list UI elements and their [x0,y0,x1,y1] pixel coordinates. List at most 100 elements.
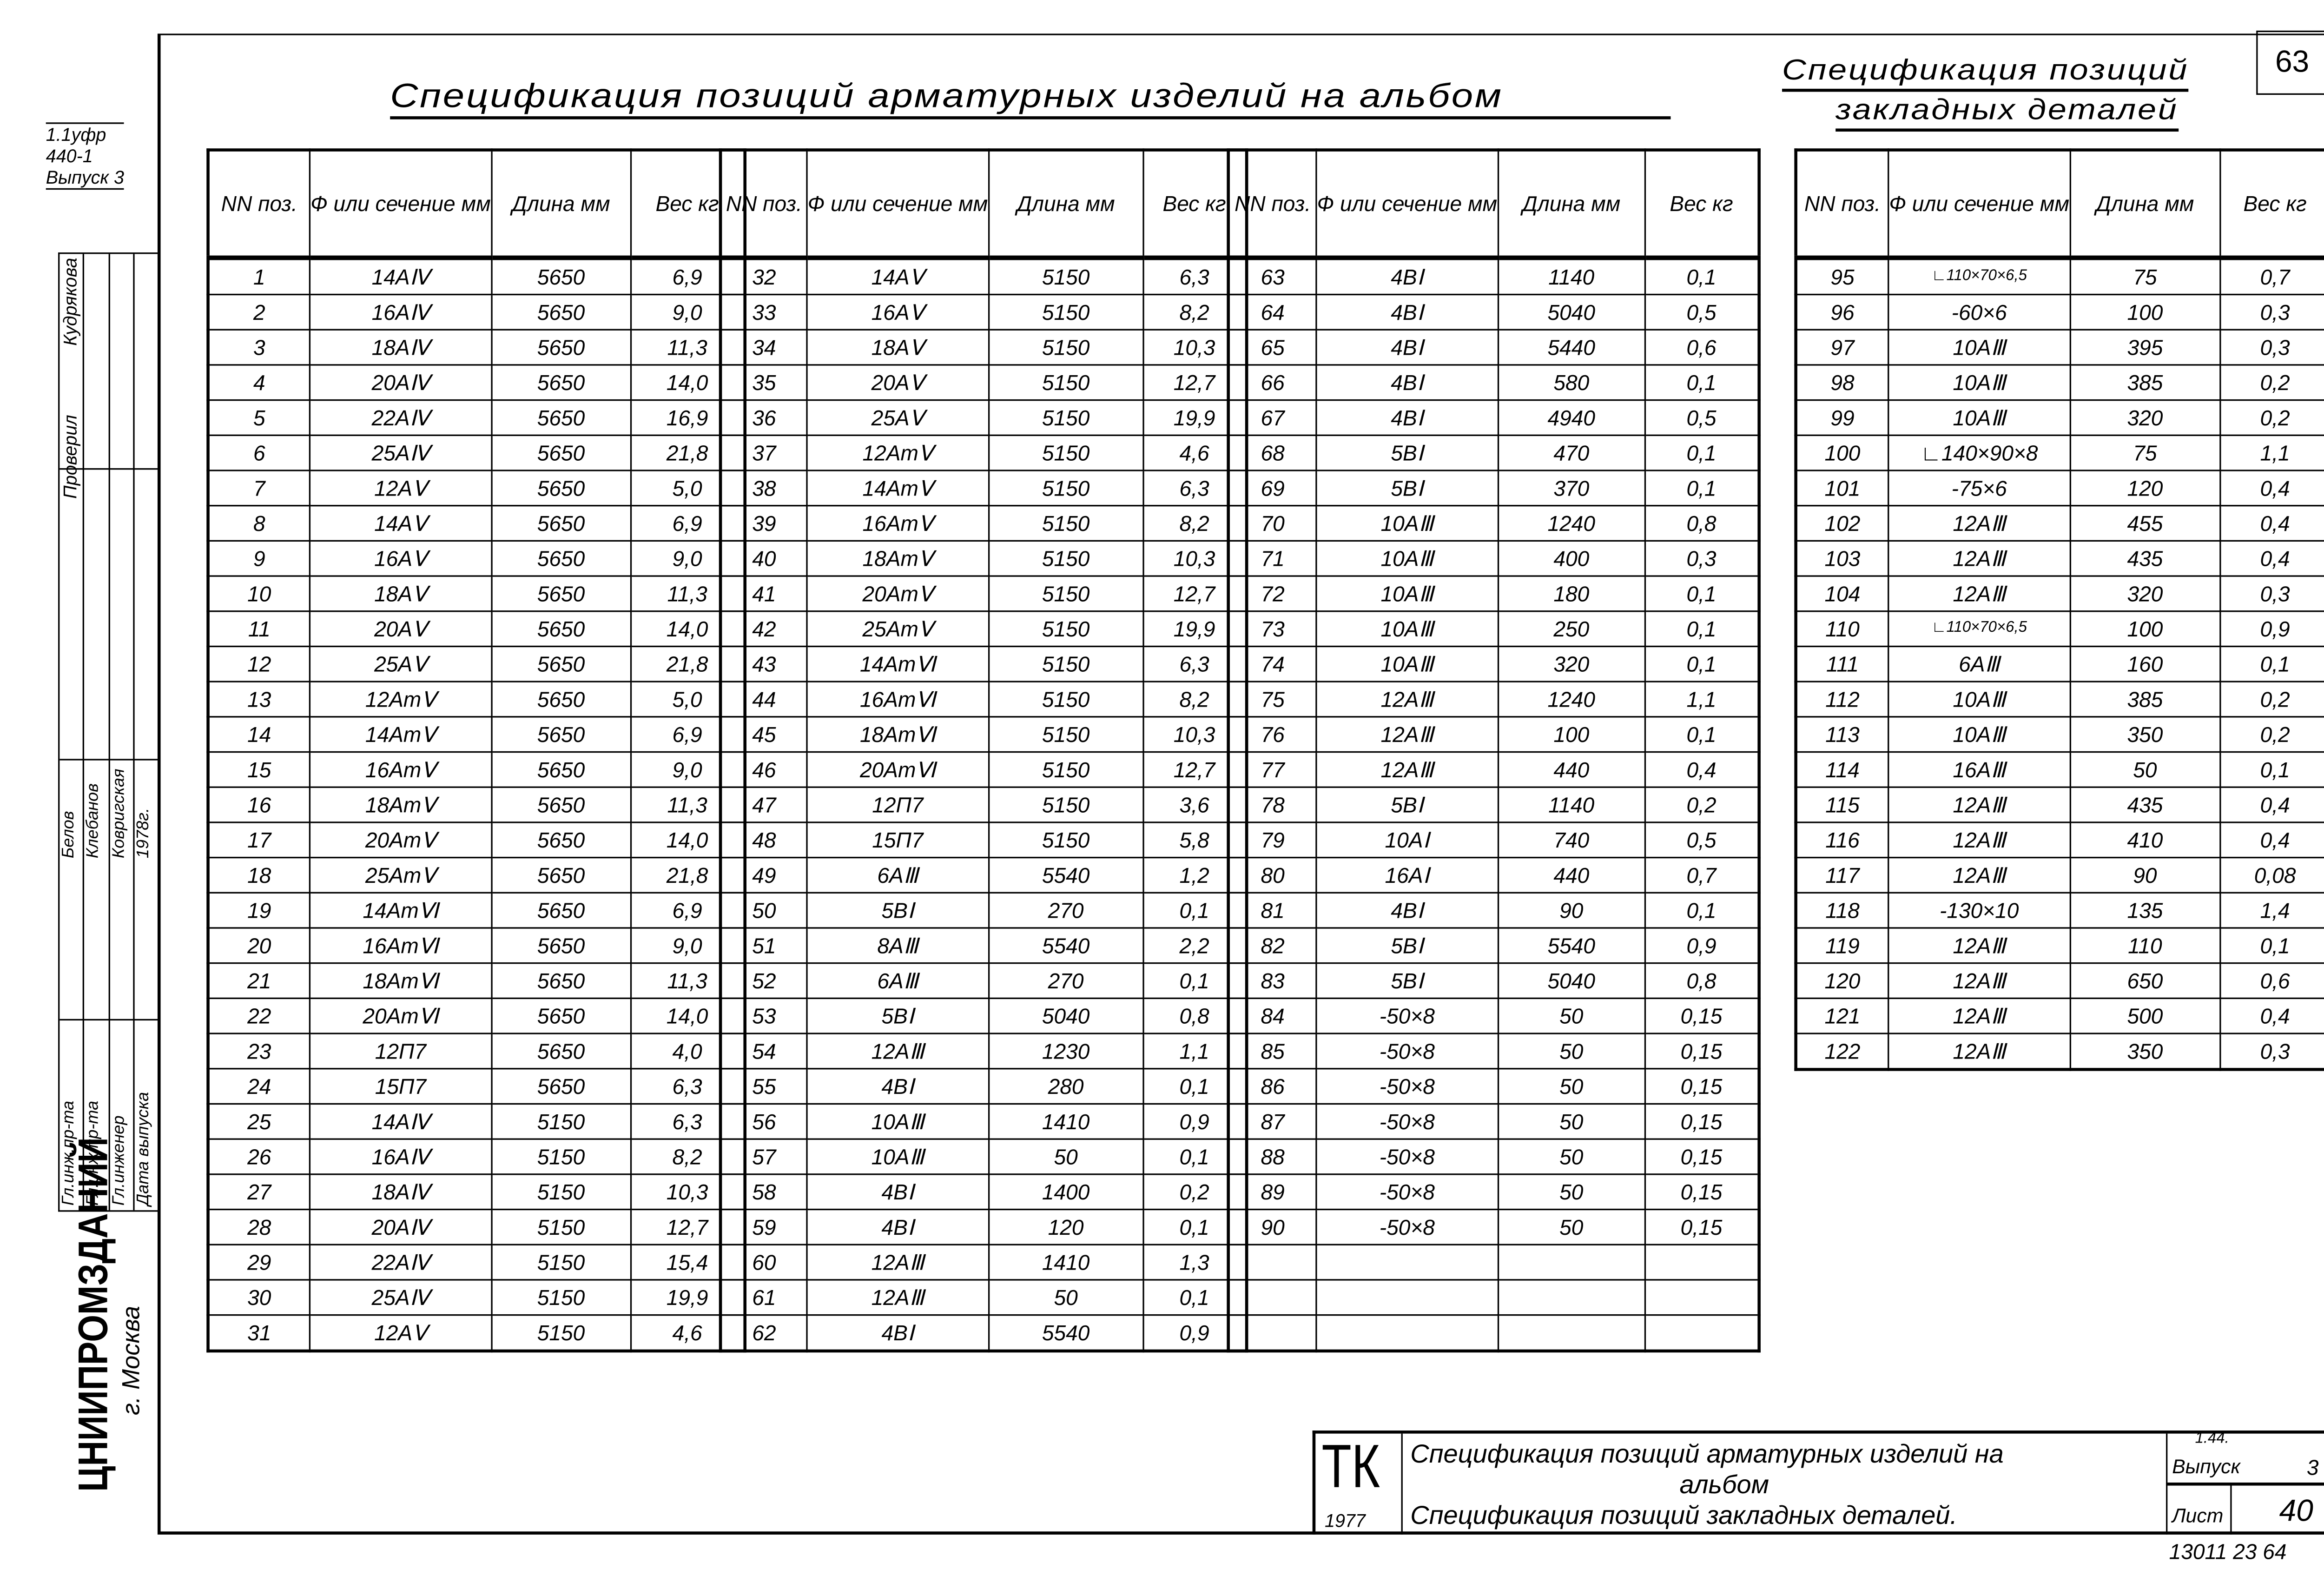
position-number-cell: 61 [720,1279,808,1316]
position-number-cell: 22 [207,997,311,1034]
table-row: 83 5ВⅠ 5040 0,8 [1228,962,1760,1000]
weight-cell: 0,15 [1644,1103,1760,1140]
section-cell: 12АⅢ [1888,856,2071,894]
section-cell: 18АтⅤ [806,540,990,577]
position-number-cell: 66 [1228,364,1317,401]
length-cell: 100 [2069,293,2221,331]
position-number-cell: 104 [1795,575,1889,612]
length-cell: 5040 [1497,962,1646,1000]
length-cell: 5040 [1497,293,1646,331]
weight-cell: 0,4 [2219,786,2324,823]
position-number-cell: 83 [1228,962,1317,1000]
section-cell: 4ВⅠ [1315,329,1499,366]
position-number-cell: 11 [207,610,311,648]
position-number-cell: 8 [207,505,311,542]
table-row: 90 -50×8 50 0,15 [1228,1208,1760,1245]
column-header: NN поз. [1795,149,1889,260]
table-row: 115 12АⅢ 435 0,4 [1795,786,2324,823]
length-cell: 320 [2069,399,2221,436]
section-cell: 25АтⅤ [309,856,492,894]
section-cell: 20АтⅤ [309,821,492,859]
side-title-line1: Спецификация позиций [1782,55,2189,92]
section-cell: 16АⅤ [806,293,990,331]
weight-cell [1644,1314,1760,1352]
section-cell: 10АⅢ [1888,681,2071,718]
position-number-cell: 13 [207,681,311,718]
table-row: 42 25АтⅤ 5150 19,9 [720,610,1248,648]
table-row: 64 4ВⅠ 5040 0,5 [1228,293,1760,331]
column-header: Вес кг [2219,149,2324,260]
length-cell: 5650 [490,540,632,577]
name-2: Клебанов [84,783,103,859]
position-number-cell: 38 [720,470,808,507]
length-cell: 180 [1497,575,1646,612]
weight-cell: 1,1 [1644,681,1760,718]
position-number-cell: 55 [720,1068,808,1105]
weight-cell: 0,3 [2219,329,2324,366]
section-cell: 12АⅢ [1888,786,2071,823]
table-row: 101 -75×6 120 0,4 [1795,470,2324,507]
length-cell: 435 [2069,540,2221,577]
position-number-cell: 23 [207,1033,311,1070]
table-row: 6 25АⅣ 5650 21,8 [207,434,746,471]
section-cell: 16АтⅥ [309,927,492,964]
weight-cell: 0,4 [1644,751,1760,788]
table-row: 2 16АⅣ 5650 9,0 [207,293,746,331]
weight-cell: 0,8 [1644,505,1760,542]
position-number-cell: 75 [1228,681,1317,718]
section-cell: 12АⅢ [1888,575,2071,612]
position-number-cell: 62 [720,1314,808,1352]
issue-value: 3 [2306,1455,2319,1480]
position-number-cell: 87 [1228,1103,1317,1140]
length-cell: 5150 [988,505,1144,542]
section-cell: 18АⅣ [309,329,492,366]
table-row: 29 22АⅣ 5150 15,4 [207,1244,746,1281]
position-number-cell: 56 [720,1103,808,1140]
table-row: 13 12АтⅤ 5650 5,0 [207,681,746,718]
position-number-cell: 74 [1228,645,1317,682]
name-4: 1978г. [134,808,153,859]
position-number-cell: 114 [1795,751,1889,788]
length-cell: 5150 [490,1244,632,1281]
position-number-cell [1228,1279,1317,1316]
position-number-cell: 43 [720,645,808,682]
position-number-cell: 52 [720,962,808,1000]
length-cell: 5150 [988,540,1144,577]
position-number-cell: 80 [1228,856,1317,894]
title-block-year: 1977 [1325,1510,1366,1532]
position-number-cell: 78 [1228,786,1317,823]
table-row: 8 14АⅤ 5650 6,9 [207,505,746,542]
position-number-cell: 100 [1795,434,1889,471]
position-number-cell: 84 [1228,997,1317,1034]
table-row: 28 20АⅣ 5150 12,7 [207,1208,746,1245]
table-row: 60 12АⅢ 1410 1,3 [720,1244,1248,1281]
position-number-cell: 67 [1228,399,1317,436]
section-cell: 15П7 [806,821,990,859]
length-cell: 320 [1497,645,1646,682]
table-row: 77 12АⅢ 440 0,4 [1228,751,1760,788]
sheet-label: Лист [2172,1504,2224,1527]
position-number-cell: 99 [1795,399,1889,436]
length-cell: 5650 [490,786,632,823]
length-cell: 1140 [1497,257,1646,296]
weight-cell: 0,1 [1644,716,1760,753]
weight-cell: 0,1 [1644,575,1760,612]
length-cell: 5650 [490,575,632,612]
length-cell: 160 [2069,645,2221,682]
section-cell: 4ВⅠ [806,1208,990,1245]
length-cell: 5150 [490,1138,632,1175]
weight-cell: 0,3 [2219,1033,2324,1071]
length-cell: 5540 [988,856,1144,894]
section-cell: 16АⅤ [309,540,492,577]
section-cell: 12АⅢ [1888,540,2071,577]
table-row: 84 -50×8 50 0,15 [1228,997,1760,1034]
position-number-cell: 40 [720,540,808,577]
table-row: 70 10АⅢ 1240 0,8 [1228,505,1760,542]
length-cell: 400 [1497,540,1646,577]
section-cell: 5ВⅠ [806,997,990,1034]
length-cell [1497,1314,1646,1352]
weight-cell: 1,4 [2219,892,2324,929]
section-cell: 12П7 [309,1033,492,1070]
position-number-cell: 112 [1795,681,1889,718]
table-row: 34 18АⅤ 5150 10,3 [720,329,1248,366]
